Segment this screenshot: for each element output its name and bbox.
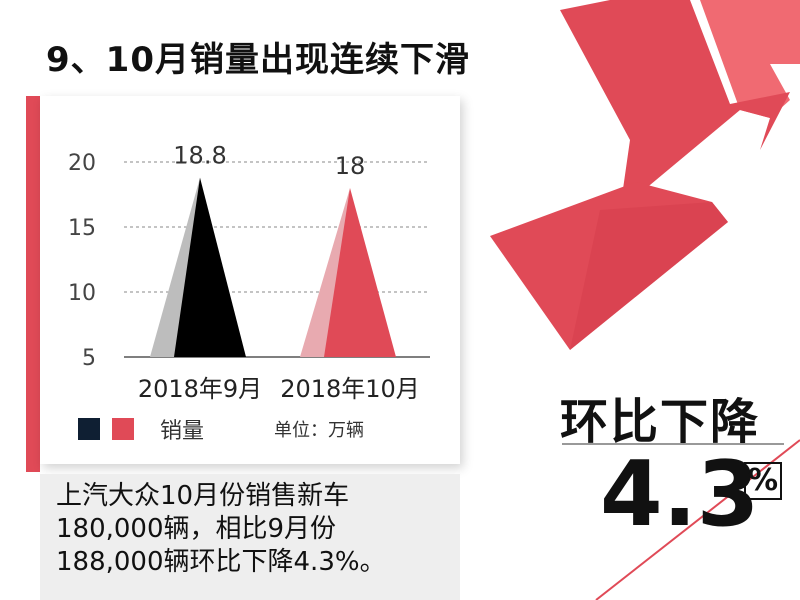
- x-axis-labels: 2018年9月 2018年10月: [138, 375, 420, 403]
- chart-card: [40, 96, 460, 464]
- y-axis-ticks: 20 15 10 5: [68, 151, 96, 371]
- unit-label: 单位：万辆: [274, 420, 365, 441]
- highlight-underline: [562, 443, 784, 445]
- caption-line: 上汽大众10月份销售新车: [56, 481, 350, 511]
- caption-line: 180,000辆，相比9月份: [56, 514, 337, 544]
- legend-label: 销量: [160, 419, 205, 444]
- accent-bar: [26, 96, 40, 472]
- arrow-tail: [700, 0, 800, 118]
- highlight-value: 4.3: [600, 442, 760, 547]
- percent-badge: %: [744, 462, 782, 500]
- y-tick-label: 20: [68, 151, 96, 176]
- caption-box: [40, 474, 460, 600]
- legend-swatch-red: [112, 418, 134, 440]
- x-tick-label: 2018年9月: [138, 375, 262, 403]
- y-tick-label: 5: [82, 346, 96, 371]
- page-title: 9、10月销量出现连续下滑: [46, 40, 470, 80]
- y-tick-label: 15: [68, 216, 96, 241]
- x-tick-label: 2018年10月: [280, 375, 420, 403]
- chart-bars: [150, 177, 396, 357]
- caption-line: 188,000辆环比下降4.3%。: [56, 547, 386, 577]
- arrow-body: [560, 0, 790, 210]
- legend: 销量 单位：万辆: [78, 414, 364, 444]
- y-tick-label: 10: [68, 281, 96, 306]
- data-label: 18: [335, 152, 366, 180]
- data-label: 18.8: [173, 142, 226, 170]
- caption-text: 上汽大众10月份销售新车 180,000辆，相比9月份 188,000辆环比下降…: [56, 480, 456, 579]
- arrow-head-shadow: [570, 202, 728, 350]
- data-labels: 18.8 18: [173, 142, 365, 180]
- legend-swatch-dark: [78, 418, 100, 440]
- bar-2: [324, 188, 396, 357]
- arrow-trail-line: [595, 439, 800, 600]
- bar-1: [174, 177, 246, 357]
- highlight-label: 环比下降: [560, 394, 761, 450]
- chart: 20 15 10 5 18.8 18 2018年9月 2018年10月: [68, 142, 430, 403]
